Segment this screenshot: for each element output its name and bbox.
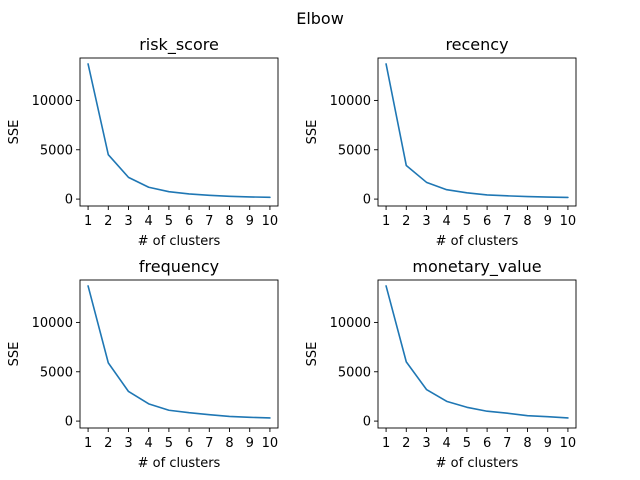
x-tick-label: 4 (443, 214, 451, 229)
x-tick-label: 5 (463, 436, 471, 451)
x-tick-label: 9 (544, 436, 552, 451)
x-axis-label: # of clusters (436, 456, 519, 471)
figure-title: Elbow (296, 9, 344, 28)
y-tick-label: 10000 (32, 94, 73, 109)
x-tick-label: 2 (104, 436, 112, 451)
x-tick-label: 3 (422, 214, 430, 229)
x-tick-label: 5 (463, 214, 471, 229)
subplot-risk_score: risk_score 1 2 3 4 5 6 7 8 9 10 0 5000 10000 # of clus… (7, 35, 279, 249)
x-tick-label: 9 (246, 214, 254, 229)
y-tick-label: 5000 (40, 143, 73, 158)
x-tick-label: 7 (503, 436, 511, 451)
x-tick-label: 8 (225, 436, 233, 451)
x-axis-label: # of clusters (436, 234, 519, 249)
x-tick-label: 8 (225, 214, 233, 229)
x-axis-label: # of clusters (138, 234, 221, 249)
x-tick-label: 6 (185, 436, 193, 451)
x-tick-label: 4 (145, 214, 153, 229)
axes-frame (377, 57, 577, 207)
x-tick-label: 10 (560, 436, 577, 451)
y-tick-label: 0 (65, 193, 73, 208)
subplot-title: recency (445, 35, 508, 54)
y-tick-label: 0 (65, 415, 73, 430)
y-tick-label: 10000 (330, 316, 371, 331)
x-tick-label: 9 (544, 214, 552, 229)
x-tick-label: 10 (262, 436, 279, 451)
x-tick-label: 10 (560, 214, 577, 229)
x-tick-label: 7 (205, 436, 213, 451)
subplot-title: frequency (139, 257, 219, 276)
x-tick-label: 7 (205, 214, 213, 229)
x-tick-label: 1 (84, 436, 92, 451)
x-tick-label: 3 (422, 436, 430, 451)
x-tick-label: 6 (185, 214, 193, 229)
axes-frame (79, 57, 279, 207)
x-tick-label: 9 (246, 436, 254, 451)
x-tick-label: 1 (382, 214, 390, 229)
axes-frame (377, 279, 577, 429)
x-tick-label: 3 (124, 436, 132, 451)
x-tick-label: 5 (165, 436, 173, 451)
subplot-title: monetary_value (412, 257, 541, 277)
x-axis-label: # of clusters (138, 456, 221, 471)
x-tick-label: 10 (262, 214, 279, 229)
y-axis-label: SSE (7, 342, 22, 367)
y-axis-label: SSE (305, 342, 320, 367)
y-tick-label: 5000 (40, 365, 73, 380)
y-tick-label: 10000 (330, 94, 371, 109)
x-tick-label: 2 (402, 214, 410, 229)
sse-line (87, 285, 271, 419)
subplot-recency: recency 1 2 3 4 5 6 7 8 9 10 0 5000 10000 # of cluster… (305, 35, 577, 249)
y-axis-label: SSE (7, 120, 22, 145)
x-tick-label: 5 (165, 214, 173, 229)
x-tick-label: 2 (402, 436, 410, 451)
x-tick-label: 8 (523, 214, 531, 229)
x-tick-label: 1 (84, 214, 92, 229)
y-axis-label: SSE (305, 120, 320, 145)
subplot-frequency: frequency 1 2 3 4 5 6 7 8 9 10 0 5000 10000 # of clust… (7, 257, 279, 471)
y-tick-label: 5000 (338, 365, 371, 380)
axes-frame (79, 279, 279, 429)
y-tick-label: 0 (363, 415, 371, 430)
x-tick-label: 4 (145, 436, 153, 451)
x-tick-label: 6 (483, 214, 491, 229)
x-tick-label: 8 (523, 436, 531, 451)
y-tick-label: 5000 (338, 143, 371, 158)
x-tick-label: 4 (443, 436, 451, 451)
subplot-monetary_value: monetary_value 1 2 3 4 5 6 7 8 9 10 0 5000 10000 # of … (305, 257, 577, 471)
x-tick-label: 3 (124, 214, 132, 229)
sse-line (87, 63, 271, 199)
x-tick-label: 1 (382, 436, 390, 451)
subplot-title: risk_score (139, 35, 219, 55)
y-tick-label: 10000 (32, 316, 73, 331)
y-tick-label: 0 (363, 193, 371, 208)
sse-line (385, 285, 569, 419)
sse-line (385, 63, 569, 199)
x-tick-label: 6 (483, 436, 491, 451)
x-tick-label: 2 (104, 214, 112, 229)
x-tick-label: 7 (503, 214, 511, 229)
